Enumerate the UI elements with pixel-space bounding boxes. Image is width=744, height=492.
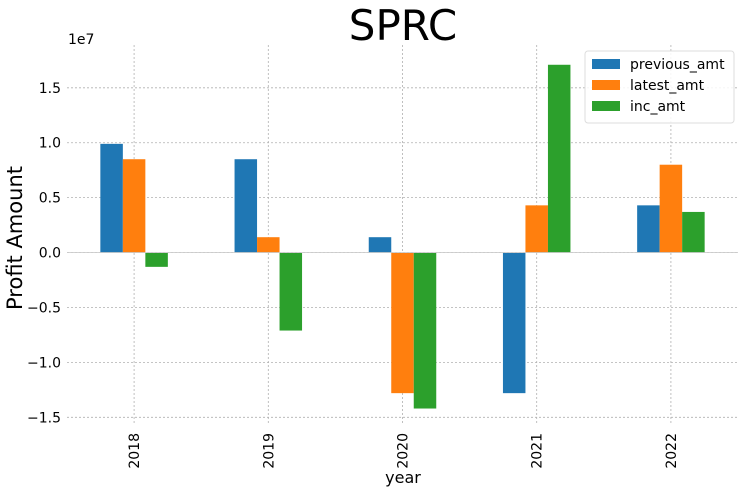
bar-previous_amt-2018 [100, 143, 123, 253]
bar-latest_amt-2021 [525, 205, 548, 253]
bar-previous_amt-2020 [368, 237, 392, 253]
bar-inc_amt-2018 [145, 252, 168, 267]
legend: previous_amt latest_amt inc_amt [584, 50, 735, 124]
y-tick-label: −1.0 [27, 355, 61, 371]
legend-label-inc_amt: inc_amt [630, 99, 686, 115]
y-tick-label: −0.5 [27, 300, 61, 316]
legend-frame [584, 50, 735, 124]
y-tick-label: 1.5 [39, 81, 61, 97]
y-tick-label: −1.5 [27, 410, 61, 426]
bar-previous_amt-2019 [234, 159, 258, 253]
bar-latest_amt-2018 [122, 159, 146, 253]
y-axis-offset-label: 1e7 [68, 32, 94, 48]
y-tick-label: 1.0 [39, 136, 61, 152]
x-tick-label: 2020 [396, 433, 412, 469]
bar-inc_amt-2020 [413, 252, 437, 409]
y-axis-ticks: −1.5 −1.0 −0.5 0.0 0.5 1.0 1.5 [27, 81, 61, 426]
bar-latest_amt-2022 [659, 164, 683, 253]
y-tick-label: 0.0 [39, 246, 61, 262]
bar-latest_amt-2020 [391, 252, 414, 394]
legend-swatch-previous_amt [592, 59, 620, 69]
x-axis-ticks: 2018 2019 2020 2021 2022 [127, 433, 680, 469]
x-tick-label: 2019 [261, 433, 277, 469]
y-axis-label: Profit Amount [3, 166, 27, 310]
y-tick-label: 0.5 [39, 191, 61, 207]
bar-inc_amt-2019 [279, 252, 303, 331]
bar-previous_amt-2022 [637, 205, 660, 253]
legend-swatch-latest_amt [592, 80, 620, 90]
bar-inc_amt-2021 [547, 64, 571, 253]
bars [100, 64, 705, 409]
x-tick-label: 2022 [664, 433, 680, 469]
legend-swatch-inc_amt [592, 101, 620, 111]
bar-inc_amt-2022 [682, 211, 705, 253]
bar-latest_amt-2019 [257, 237, 280, 253]
x-axis-label: year [385, 468, 421, 487]
x-tick-label: 2021 [530, 433, 546, 469]
legend-label-previous_amt: previous_amt [630, 57, 725, 73]
legend-label-latest_amt: latest_amt [630, 78, 705, 94]
x-tick-label: 2018 [127, 433, 143, 469]
chart-title: SPRC [349, 1, 457, 50]
bar-previous_amt-2021 [502, 252, 526, 394]
